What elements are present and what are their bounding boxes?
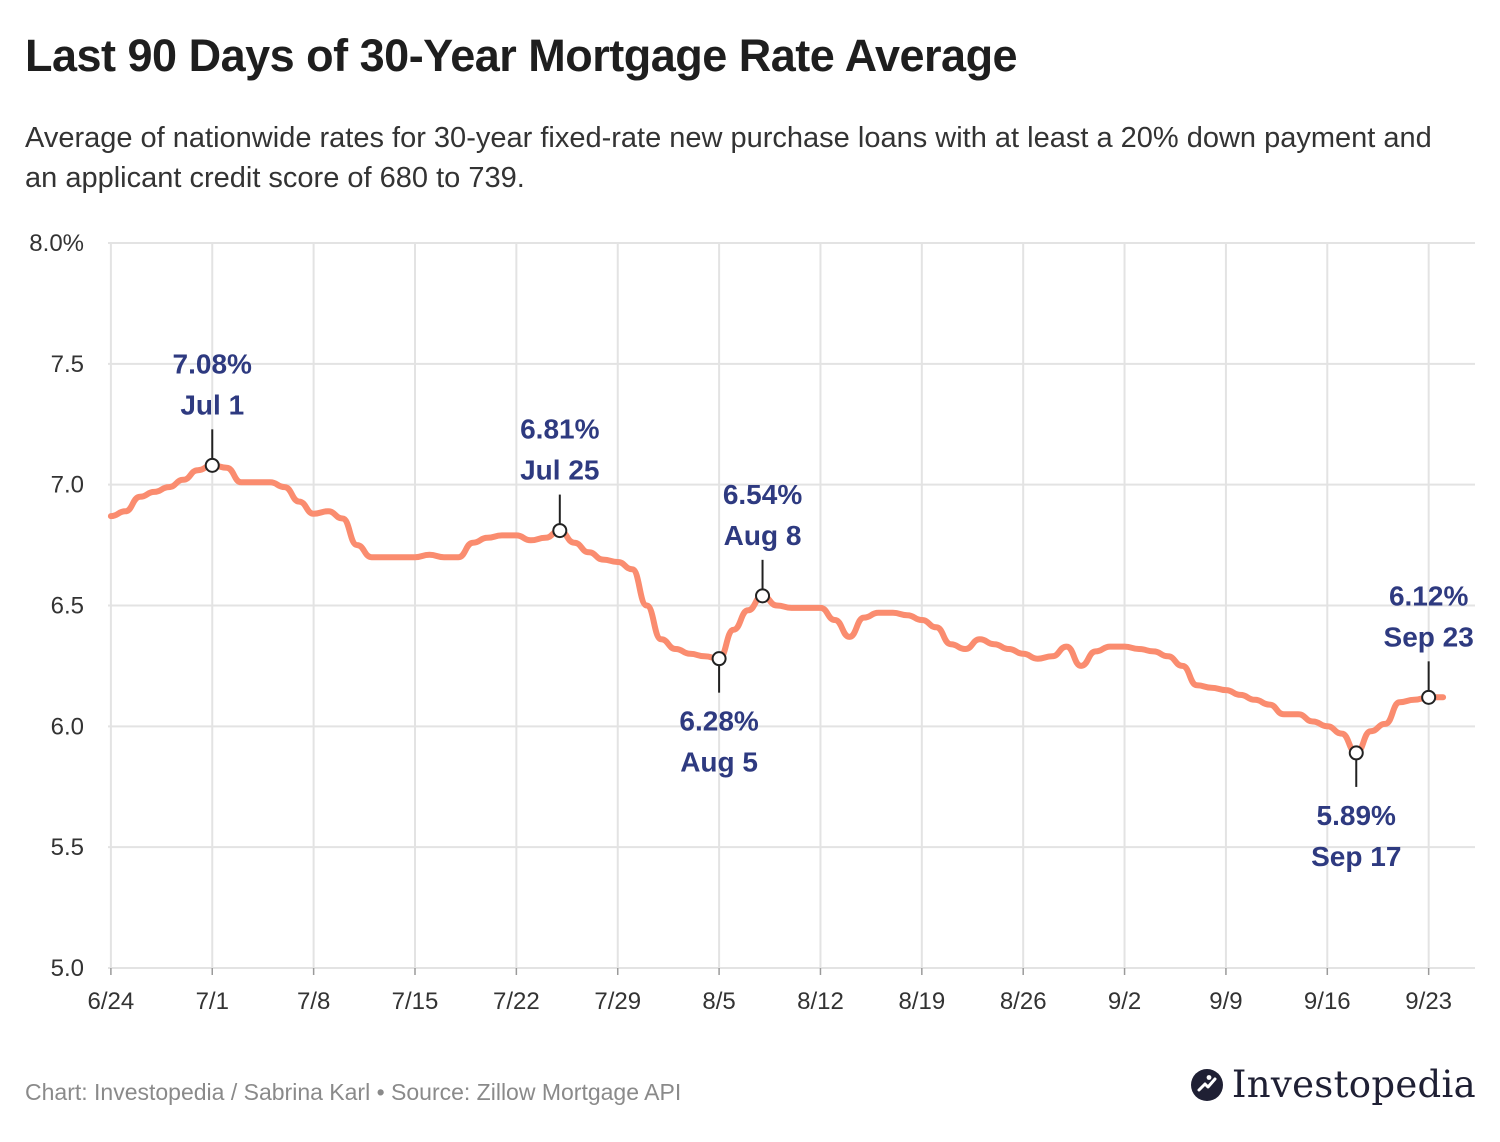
annotations: 7.08% Jul 1 6.81% Jul 25 6.28% Aug 5 6.54% Aug … xyxy=(173,348,1474,872)
y-tick-label: 5.5 xyxy=(51,834,84,861)
series xyxy=(107,462,1447,756)
annotation-date-label: Jul 1 xyxy=(180,389,244,420)
y-tick-label: 6.0 xyxy=(51,713,84,740)
investopedia-logo-icon xyxy=(1190,1068,1223,1101)
x-tick-label: 8/26 xyxy=(1000,988,1047,1015)
x-tick-label: 6/24 xyxy=(88,988,135,1015)
annotation-value-label: 6.54% xyxy=(723,479,802,510)
x-tick-label: 7/15 xyxy=(392,988,439,1015)
x-tick-label: 9/16 xyxy=(1304,988,1351,1015)
series-line xyxy=(107,462,1447,756)
annotation-value-label: 6.81% xyxy=(520,414,599,445)
chart-subtitle: Average of nationwide rates for 30-year … xyxy=(25,122,1432,194)
x-tick-label: 7/1 xyxy=(196,988,229,1015)
y-tick-label: 8.0% xyxy=(29,230,84,257)
annotation-value-label: 7.08% xyxy=(173,348,252,379)
annotation-date-label: Sep 17 xyxy=(1311,841,1401,872)
x-tick-label: 7/29 xyxy=(594,988,641,1015)
annotation-marker[interactable] xyxy=(204,457,220,473)
x-tick-label: 9/2 xyxy=(1108,988,1141,1015)
x-tick-label: 7/22 xyxy=(493,988,540,1015)
annotation-date-label: Aug 8 xyxy=(724,520,802,551)
annotation-date-label: Jul 25 xyxy=(520,455,599,486)
x-tick-label: 9/23 xyxy=(1405,988,1452,1015)
annotation-marker[interactable] xyxy=(552,523,568,539)
annotation-value-label: 5.89% xyxy=(1317,800,1396,831)
annotation-value-label: 6.28% xyxy=(679,706,758,737)
investopedia-logo[interactable]: Investopedia xyxy=(1190,1063,1476,1106)
x-tick-label: 8/5 xyxy=(702,988,735,1015)
chart-title: Last 90 Days of 30-Year Mortgage Rate Av… xyxy=(25,30,1018,81)
axes: 5.0 5.5 6.0 6.5 7.0 7.5 8.0% 6/24 7/1 7/8 7/15 7/22… xyxy=(29,230,1452,1015)
annotation-marker[interactable] xyxy=(1348,745,1364,761)
y-tick-label: 7.5 xyxy=(51,351,84,378)
annotation-date-label: Sep 23 xyxy=(1384,621,1474,652)
annotation-marker[interactable] xyxy=(1421,689,1437,705)
x-tick-label: 7/8 xyxy=(297,988,330,1015)
x-tick-label: 8/19 xyxy=(898,988,945,1015)
x-tick-label: 9/9 xyxy=(1209,988,1242,1015)
chart-credit: Chart: Investopedia / Sabrina Karl • Sou… xyxy=(25,1079,682,1105)
x-tick-label: 8/12 xyxy=(797,988,844,1015)
y-tick-label: 5.0 xyxy=(51,955,84,982)
y-tick-label: 7.0 xyxy=(51,472,84,499)
annotation-value-label: 6.12% xyxy=(1389,580,1468,611)
annotation-date-label: Aug 5 xyxy=(680,747,758,778)
annotation-marker[interactable] xyxy=(755,588,771,604)
investopedia-logo-text: Investopedia xyxy=(1231,1063,1476,1106)
annotation-marker[interactable] xyxy=(711,651,727,667)
y-tick-label: 6.5 xyxy=(51,593,84,620)
